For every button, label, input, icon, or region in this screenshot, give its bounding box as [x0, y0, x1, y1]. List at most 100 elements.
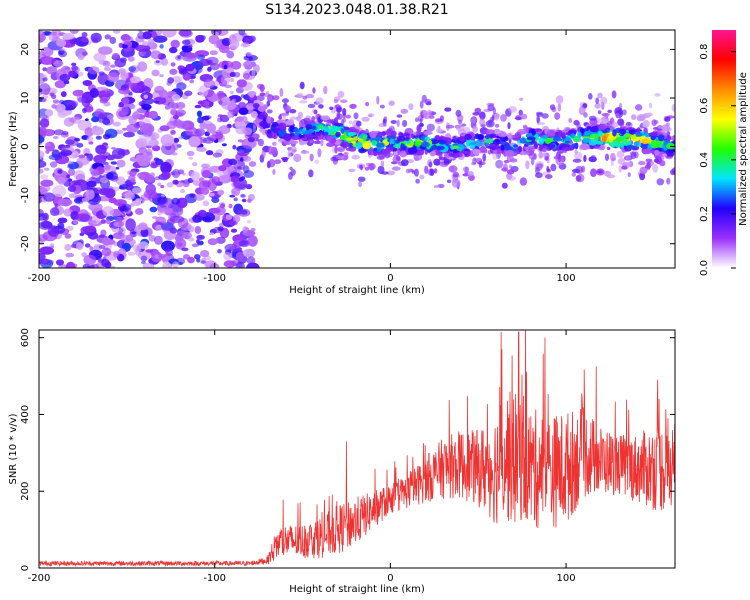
heatmap-cell [65, 261, 76, 268]
heatmap-cell [43, 192, 56, 202]
heatmap-cell [236, 79, 247, 88]
heatmap-cell [212, 152, 222, 158]
heatmap-cell [190, 171, 200, 181]
heatmap-cell [154, 100, 160, 104]
heatmap-cell [149, 206, 158, 213]
heatmap-cell [118, 42, 124, 48]
heatmap-cell [665, 127, 672, 132]
heatmap-cell [429, 168, 435, 176]
heatmap-cell [658, 134, 665, 142]
heatmap-cell [652, 164, 659, 173]
heatmap-cell [306, 124, 313, 130]
heatmap-cell [161, 222, 174, 231]
heatmap-cell [644, 132, 650, 138]
heatmap-cell [158, 197, 175, 209]
heatmap-cell [246, 53, 253, 57]
heatmap-cell [423, 130, 433, 135]
heatmap-cell [218, 125, 231, 135]
heatmap-cell [570, 133, 576, 139]
heatmap-cell [255, 138, 260, 142]
heatmap-cell [229, 72, 236, 77]
heatmap-cell [87, 231, 99, 240]
heatmap-cell [649, 132, 658, 137]
heatmap-cell [73, 137, 81, 142]
heatmap-cell [89, 88, 100, 98]
heatmap-cell [196, 234, 205, 240]
heatmap-cell [485, 120, 495, 128]
heatmap-cell [39, 51, 42, 56]
heatmap-cell [109, 36, 117, 45]
heatmap-cell [171, 142, 180, 151]
heatmap-cell [68, 193, 77, 199]
heatmap-cell [139, 123, 155, 135]
heatmap-cell [253, 64, 260, 73]
heatmap-cell [166, 120, 177, 130]
heatmap-cell [469, 144, 476, 150]
heatmap-cell [143, 94, 149, 99]
heatmap-cell [153, 35, 168, 43]
heatmap-cell [178, 136, 184, 140]
heatmap-cell [608, 138, 613, 143]
heatmap-cell [348, 120, 353, 124]
heatmap-cell [39, 246, 54, 255]
heatmap-cell [223, 260, 237, 268]
heatmap-cell [623, 161, 631, 167]
heatmap-cell [301, 137, 308, 141]
heatmap-cell [230, 60, 242, 70]
heatmap-cell [110, 64, 116, 68]
heatmap-cell [446, 179, 452, 184]
heatmap-cell [198, 177, 205, 182]
heatmap-cell [430, 139, 439, 145]
heatmap-cell [448, 165, 458, 173]
heatmap-cell [627, 172, 631, 178]
heatmap-cell [232, 144, 237, 150]
heatmap-cell [155, 60, 160, 64]
heatmap-cell [236, 149, 250, 157]
heatmap-cell [53, 60, 64, 67]
heatmap-cell [81, 197, 90, 203]
heatmap-cell [249, 91, 255, 98]
heatmap-cell [257, 138, 264, 147]
heatmap-cell [503, 163, 508, 172]
heatmap-cell [182, 254, 191, 260]
heatmap-cell [39, 118, 50, 128]
heatmap-cell [282, 157, 288, 163]
heatmap-cell [93, 154, 107, 164]
heatmap-cell [239, 240, 250, 248]
heatmap-cell [485, 129, 495, 135]
heatmap-cell [98, 46, 113, 55]
heatmap-cell [82, 108, 87, 114]
heatmap-cell [52, 99, 60, 104]
heatmap-cell [64, 66, 71, 71]
heatmap-cell [100, 219, 107, 224]
heatmap-cell [347, 132, 357, 136]
heatmap-cell [477, 135, 484, 140]
heatmap-cell [103, 133, 111, 140]
heatmap-cell [141, 260, 146, 265]
heatmap-cell [158, 207, 174, 214]
heatmap-cell [194, 254, 201, 260]
heatmap-cell [75, 213, 91, 222]
heatmap-cell [636, 127, 641, 134]
heatmap-cell [590, 154, 596, 160]
heatmap-cell [131, 85, 144, 93]
heatmap-cell [629, 129, 636, 135]
heatmap-cell [76, 142, 84, 148]
heatmap-cell [246, 256, 256, 265]
heatmap-cell [159, 125, 170, 132]
heatmap-cell [54, 203, 59, 208]
heatmap-cell [671, 103, 675, 112]
heatmap-cell [267, 129, 271, 135]
heatmap-cell [464, 133, 472, 141]
heatmap-cell [141, 104, 152, 110]
heatmap-cell [594, 102, 601, 109]
heatmap-cell [140, 228, 149, 238]
heatmap-cell [378, 123, 388, 128]
heatmap-cell [636, 114, 645, 121]
heatmap-cell [315, 132, 322, 136]
heatmap-cell [536, 114, 540, 124]
heatmap-cell [340, 141, 350, 148]
heatmap-cell [619, 128, 627, 135]
heatmap-cell [323, 85, 328, 95]
heatmap-cell [540, 152, 548, 157]
